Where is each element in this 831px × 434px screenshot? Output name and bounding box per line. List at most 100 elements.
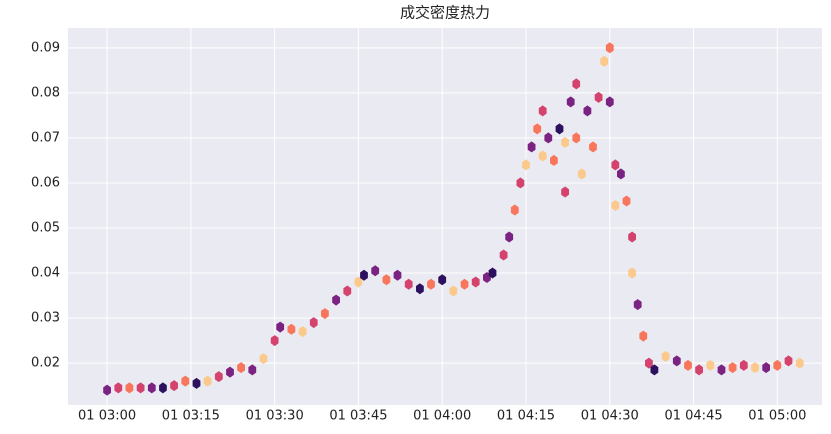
hex-cell bbox=[427, 278, 435, 290]
hex-cell bbox=[416, 283, 424, 295]
hex-cell bbox=[393, 269, 402, 281]
hex-cell bbox=[795, 357, 804, 369]
hex-cell bbox=[270, 335, 279, 347]
hex-cell bbox=[773, 359, 782, 371]
hex-cell bbox=[298, 326, 307, 338]
hex-cell bbox=[276, 321, 285, 333]
hex-cell bbox=[449, 285, 458, 297]
hex-cell bbox=[672, 355, 681, 367]
hex-cell bbox=[706, 359, 715, 371]
x-tick-label: 01 04:15 bbox=[497, 409, 555, 424]
hex-cell bbox=[611, 159, 620, 171]
hex-cell bbox=[611, 200, 620, 211]
hex-cell bbox=[695, 364, 703, 376]
x-tick-label: 01 03:00 bbox=[78, 409, 136, 424]
y-tick-label: 0.06 bbox=[31, 175, 60, 190]
hex-cell bbox=[510, 204, 519, 216]
hex-cell bbox=[538, 105, 547, 117]
hex-cell bbox=[103, 384, 111, 396]
hex-cell bbox=[371, 265, 380, 277]
chart-title: 成交密度热力 bbox=[400, 4, 490, 22]
y-tick-label: 0.04 bbox=[31, 266, 60, 281]
hex-cell bbox=[717, 364, 726, 376]
hex-cell bbox=[645, 357, 653, 369]
hex-cell bbox=[751, 362, 759, 374]
hex-cell bbox=[589, 141, 597, 153]
hex-cell bbox=[555, 123, 564, 135]
hex-cell bbox=[628, 231, 636, 243]
hex-cell bbox=[192, 377, 201, 389]
y-tick-label: 0.03 bbox=[31, 311, 60, 326]
hex-cell bbox=[728, 362, 737, 374]
hex-cell bbox=[170, 380, 178, 392]
hex-cell bbox=[684, 359, 692, 371]
hex-cell bbox=[600, 55, 609, 67]
hex-cell bbox=[617, 168, 625, 180]
hex-cell bbox=[404, 278, 413, 290]
hex-cell bbox=[527, 141, 536, 153]
hex-cell bbox=[762, 362, 770, 374]
hex-cell bbox=[159, 382, 167, 394]
hex-cell bbox=[360, 269, 368, 281]
hex-cell bbox=[214, 371, 223, 383]
hex-cell bbox=[566, 96, 575, 108]
hex-cell bbox=[561, 186, 569, 198]
hex-cell bbox=[321, 308, 329, 320]
hex-cell bbox=[136, 382, 145, 394]
hex-cell bbox=[522, 159, 530, 171]
hex-cell bbox=[739, 359, 748, 371]
y-tick-label: 0.02 bbox=[31, 356, 60, 371]
hex-cell bbox=[577, 168, 586, 180]
x-tick-label: 01 04:00 bbox=[413, 409, 471, 424]
hex-cell bbox=[438, 274, 447, 286]
hex-cell bbox=[544, 132, 553, 144]
hex-cell bbox=[226, 366, 234, 378]
hex-cell bbox=[332, 294, 340, 306]
y-tick-label: 0.07 bbox=[31, 130, 60, 145]
hex-cell bbox=[572, 78, 581, 90]
hex-cell bbox=[633, 299, 642, 311]
hex-cell bbox=[203, 375, 212, 387]
x-tick-label: 01 03:15 bbox=[162, 409, 220, 424]
hex-cell bbox=[248, 364, 257, 376]
hex-cell bbox=[622, 195, 631, 207]
y-tick-label: 0.09 bbox=[31, 40, 60, 55]
hex-cell bbox=[605, 96, 614, 108]
x-tick-label: 01 04:45 bbox=[664, 409, 722, 424]
hex-cell bbox=[784, 355, 793, 367]
hex-cell bbox=[605, 42, 614, 54]
hex-cell bbox=[343, 285, 352, 297]
hex-cell bbox=[471, 276, 480, 288]
hex-cell bbox=[538, 150, 547, 162]
hex-cell bbox=[354, 276, 363, 288]
hex-cell bbox=[287, 323, 296, 335]
y-tick-label: 0.05 bbox=[31, 220, 60, 235]
x-tick-label: 01 03:45 bbox=[329, 409, 387, 424]
hex-cell bbox=[114, 382, 123, 394]
hex-cell bbox=[181, 375, 190, 387]
hex-cell bbox=[309, 317, 318, 329]
hex-cell bbox=[572, 132, 581, 144]
hex-cell bbox=[488, 267, 497, 279]
hex-cell bbox=[259, 353, 268, 365]
hex-cell bbox=[533, 123, 542, 135]
hex-cell bbox=[516, 177, 525, 189]
hex-cell bbox=[650, 364, 659, 376]
hex-cell bbox=[237, 362, 245, 374]
hex-cell bbox=[583, 105, 592, 117]
x-tick-label: 01 05:00 bbox=[748, 409, 806, 424]
hex-cell bbox=[499, 249, 508, 261]
hex-cell bbox=[661, 350, 670, 362]
hex-cell bbox=[505, 231, 514, 243]
hex-cell bbox=[594, 91, 603, 103]
hex-cell bbox=[125, 382, 134, 394]
x-tick-label: 01 03:30 bbox=[246, 409, 304, 424]
hex-cell bbox=[639, 330, 648, 342]
hex-cell bbox=[147, 382, 156, 394]
x-tick-label: 01 04:30 bbox=[581, 409, 639, 424]
plot-area bbox=[68, 28, 822, 405]
hex-cell bbox=[460, 278, 469, 290]
y-tick-label: 0.08 bbox=[31, 85, 60, 100]
hex-cell bbox=[628, 267, 636, 279]
